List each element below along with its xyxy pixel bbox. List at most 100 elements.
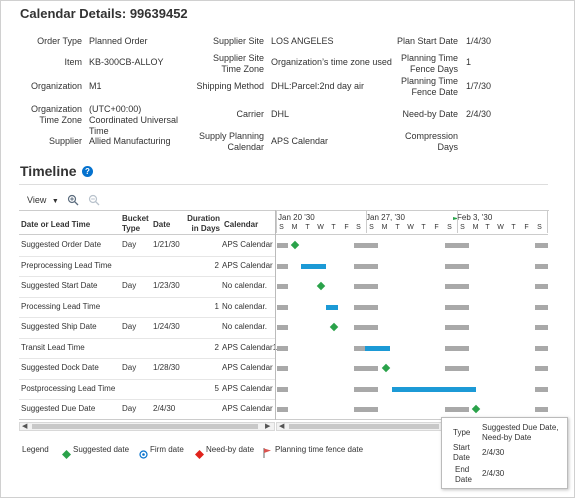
red-diamond-icon (195, 446, 204, 464)
nonworking-day-bar (277, 264, 288, 269)
organization-value: M1 (89, 81, 102, 91)
supply-planning-calendar-label: Supply Planning Calendar (198, 131, 264, 152)
zoom-in-icon[interactable] (67, 193, 79, 211)
nonworking-day-bar (277, 243, 288, 248)
pane-splitter[interactable] (275, 210, 276, 420)
lead-time-bar[interactable] (326, 305, 338, 310)
timeline-table (19, 210, 549, 420)
day-label: S (279, 224, 284, 231)
row-divider (19, 317, 275, 318)
green-diamond-icon (62, 446, 71, 464)
supplier-site-time-zone-value: Organization’s time zone used (271, 57, 392, 67)
row-bucket: Day (122, 240, 137, 249)
day-label: S (460, 224, 465, 231)
row-calendar: APS Calendar1 (222, 343, 278, 352)
row-duration: 5 (214, 384, 219, 393)
nonworking-day-bar (535, 264, 548, 269)
supplier-site-label: Supplier Site (212, 36, 264, 46)
row-divider (19, 297, 275, 298)
row-bucket: Day (122, 363, 137, 372)
compression-days-label: Compression Days (404, 131, 458, 152)
row-calendar: No calendar. (222, 302, 267, 311)
supplier-site-time-zone-label: Supplier Site Time Zone (212, 53, 264, 74)
row-divider (19, 399, 275, 400)
row-bucket: Day (122, 281, 137, 290)
day-label: T (511, 224, 516, 231)
organization-time-zone-value: (UTC+00:00) Coordinated Universal Time (89, 104, 179, 136)
row-divider (19, 338, 275, 339)
col-header-calendar[interactable]: Calendar (224, 220, 259, 229)
nonworking-day-bar (445, 407, 469, 412)
row-divider (19, 256, 275, 257)
suggested-date-marker[interactable] (329, 322, 339, 332)
planning-time-fence-days-label: Planning Time Fence Days (400, 53, 458, 74)
nonworking-day-bar (354, 264, 378, 269)
day-label: T (421, 224, 426, 231)
nonworking-day-bar (535, 305, 548, 310)
nonworking-day-bar (354, 387, 378, 392)
day-label: T (485, 224, 490, 231)
scroll-right-icon[interactable]: ▶ (265, 423, 271, 430)
nonworking-day-bar (445, 284, 469, 289)
scroll-left-icon[interactable]: ◀ (279, 423, 285, 430)
col-header-bucket[interactable]: Bucket Type (122, 214, 149, 233)
row-duration: 2 (214, 343, 219, 352)
chevron-down-icon: ▼ (51, 198, 59, 205)
flag-icon (263, 445, 272, 463)
tooltip-end-label: End Date (455, 465, 472, 484)
col-header-date[interactable]: Date (153, 220, 171, 229)
timeline-title: Timeline (20, 163, 77, 179)
suggested-date-marker[interactable] (316, 281, 326, 291)
row-name: Suggested Order Date (21, 240, 102, 249)
nonworking-day-bar (535, 346, 548, 351)
organization-label: Organization (30, 81, 82, 91)
plan-start-date-label: Plan Start Date (396, 36, 458, 46)
col-header-name[interactable]: Date or Lead Time (21, 220, 91, 229)
view-menu[interactable]: View ▼ (27, 195, 59, 205)
zoom-out-icon[interactable] (88, 193, 100, 211)
nonworking-day-bar (535, 284, 548, 289)
item-value: KB-300CB-ALLOY (89, 57, 164, 67)
week-divider (276, 211, 277, 233)
scroll-thumb[interactable] (289, 424, 439, 429)
supply-planning-calendar-value: APS Calendar (271, 136, 329, 146)
nonworking-day-bar (277, 366, 288, 371)
row-duration: 1 (214, 302, 219, 311)
legend-suggested-date: Suggested date (73, 445, 130, 454)
tooltip-end-value: 2/4/30 (482, 469, 505, 478)
row-date: 2/4/30 (153, 404, 176, 413)
week-divider (547, 211, 548, 233)
suggested-date-marker[interactable] (471, 404, 481, 414)
scroll-thumb[interactable] (32, 424, 258, 429)
table-scrollbar[interactable]: ◀ ▶ (19, 422, 275, 431)
row-date: 1/28/30 (153, 363, 180, 372)
row-calendar: APS Calendar (222, 261, 273, 270)
lead-time-bar[interactable] (301, 264, 326, 269)
suggested-date-marker[interactable] (381, 363, 391, 373)
row-calendar: APS Calendar (222, 404, 273, 413)
day-label: W (317, 224, 324, 231)
nonworking-day-bar (535, 243, 548, 248)
scroll-left-icon[interactable]: ◀ (22, 423, 28, 430)
row-calendar: APS Calendar (222, 363, 273, 372)
day-label: S (356, 224, 361, 231)
col-header-duration[interactable]: Duration in Days (187, 214, 220, 233)
lead-time-bar[interactable] (365, 346, 390, 351)
order-type-label: Order Type (37, 36, 82, 46)
nonworking-day-bar (445, 346, 469, 351)
row-calendar: No calendar. (222, 322, 267, 331)
row-name: Transit Lead Time (21, 343, 85, 352)
lead-time-bar[interactable] (392, 387, 476, 392)
day-label: S (369, 224, 374, 231)
firm-date-icon (139, 446, 148, 464)
gantt-header-divider (276, 234, 548, 235)
nonworking-day-bar (445, 305, 469, 310)
nonworking-day-bar (277, 305, 288, 310)
nonworking-day-bar (445, 243, 469, 248)
day-label: W (497, 224, 504, 231)
tooltip-start-label: Start Date (453, 443, 470, 462)
legend-need-by-date: Need-by date (206, 445, 255, 454)
suggested-date-marker[interactable] (290, 240, 300, 250)
question-circle-icon[interactable]: ? (82, 166, 93, 177)
